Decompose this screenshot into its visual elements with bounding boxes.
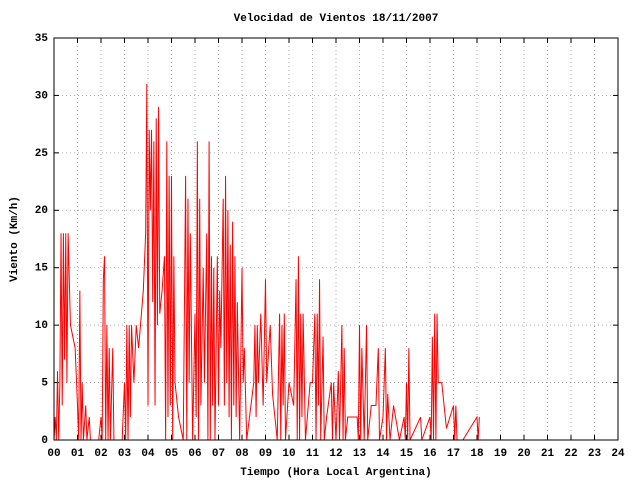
x-tick-label: 08 bbox=[235, 448, 249, 460]
y-tick-label: 30 bbox=[35, 90, 48, 102]
x-tick-label: 06 bbox=[188, 448, 201, 460]
x-tick-label: 22 bbox=[564, 448, 577, 460]
x-tick-label: 10 bbox=[282, 448, 295, 460]
x-tick-label: 04 bbox=[141, 448, 155, 460]
x-tick-label: 03 bbox=[118, 448, 132, 460]
x-tick-label: 23 bbox=[588, 448, 602, 460]
y-tick-label: 10 bbox=[35, 320, 48, 332]
x-tick-label: 18 bbox=[470, 448, 484, 460]
plot bbox=[53, 83, 480, 441]
x-axis-label: Tiempo (Hora Local Argentina) bbox=[240, 467, 431, 479]
x-tick-label: 17 bbox=[447, 448, 460, 460]
x-tick-label: 14 bbox=[376, 448, 390, 460]
x-tick-label: 16 bbox=[423, 448, 436, 460]
plot-frame bbox=[53, 37, 619, 441]
x-tick-label: 07 bbox=[212, 448, 225, 460]
data-line bbox=[53, 83, 480, 441]
x-tick-label: 15 bbox=[400, 448, 414, 460]
x-tick-label: 09 bbox=[259, 448, 272, 460]
y-tick-label: 15 bbox=[35, 263, 49, 275]
x-tick-label: 24 bbox=[611, 448, 625, 460]
x-tick-label: 20 bbox=[517, 448, 530, 460]
x-tick-label: 02 bbox=[94, 448, 107, 460]
x-tick-label: 21 bbox=[541, 448, 555, 460]
x-tick-label: 19 bbox=[494, 448, 507, 460]
y-axis-label: Viento (Km/h) bbox=[9, 196, 21, 282]
y-tick-label: 0 bbox=[41, 435, 48, 447]
y-tick-label: 25 bbox=[35, 148, 49, 160]
y-tick-label: 20 bbox=[35, 205, 48, 217]
y-tick-label: 35 bbox=[35, 33, 49, 45]
x-tick-label: 05 bbox=[165, 448, 179, 460]
x-tick-label: 11 bbox=[306, 448, 320, 460]
y-tick-label: 5 bbox=[41, 377, 48, 389]
x-tick-label: 13 bbox=[353, 448, 367, 460]
x-tick-label: 01 bbox=[71, 448, 85, 460]
x-tick-label: 00 bbox=[47, 448, 60, 460]
chart-title: Velocidad de Vientos 18/11/2007 bbox=[234, 13, 439, 25]
x-tick-label: 12 bbox=[329, 448, 342, 460]
